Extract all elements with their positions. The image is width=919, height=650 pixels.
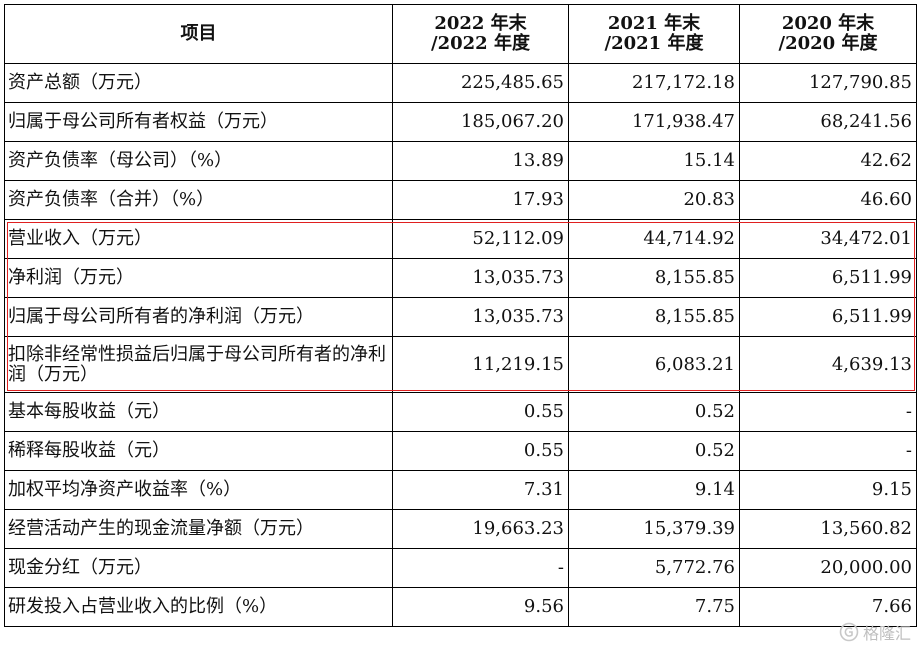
value-cell: 15,379.39 (568, 509, 740, 549)
table-row: 归属于母公司所有者的净利润（万元） 13,035.73 8,155.85 6,511.… (4, 297, 917, 337)
row-label: 资产总额（万元） (4, 63, 393, 103)
table-row: 稀释每股收益（元） 0.55 0.52- (4, 431, 917, 471)
value-cell: 6,511.99 (739, 258, 917, 298)
value-cell: - (739, 392, 917, 432)
table-row: 研发投入占营业收入的比例（%） 9.56 7.75 7.66 (4, 587, 917, 627)
table-row: 营业收入（万元） 52,112.09 44,714.92 34,472.01 (4, 219, 917, 259)
row-label: 营业收入（万元） (4, 219, 393, 259)
value-cell: 185,067.20 (392, 102, 569, 142)
table-row: 归属于母公司所有者权益（万元） 185,067.20 171,938.47 68,24… (4, 102, 917, 142)
table-row: 扣除非经常性损益后归属于母公司所有者的净利润（万元） 11,219.15 6,083… (4, 336, 917, 393)
watermark: 格隆汇 (839, 620, 911, 644)
value-cell: 171,938.47 (568, 102, 740, 142)
value-cell: 13.89 (392, 141, 569, 181)
value-cell: 127,790.85 (739, 63, 917, 103)
value-cell: - (392, 548, 569, 588)
table-row: 净利润（万元） 13,035.73 8,155.85 6,511.99 (4, 258, 917, 298)
value-cell: 9.14 (568, 470, 740, 510)
header-2020: 2020 年末/2020 年度 (739, 4, 917, 64)
value-cell: 13,035.73 (392, 258, 569, 298)
value-cell: 9.15 (739, 470, 917, 510)
value-cell: 42.62 (739, 141, 917, 181)
table-row: 资产负债率（合并）（%） 17.93 20.83 46.60 (4, 180, 917, 220)
value-cell: 20,000.00 (739, 548, 917, 588)
value-cell: 0.52 (568, 392, 740, 432)
value-cell: 225,485.65 (392, 63, 569, 103)
value-cell: 217,172.18 (568, 63, 740, 103)
row-label: 资产负债率（母公司）（%） (4, 141, 393, 181)
value-cell: 13,035.73 (392, 297, 569, 337)
value-cell: 6,511.99 (739, 297, 917, 337)
value-cell: 7.75 (568, 587, 740, 627)
value-cell: 6,083.21 (568, 336, 740, 393)
value-cell: 7.66 (739, 587, 917, 627)
row-label: 资产负债率（合并）（%） (4, 180, 393, 220)
table-row: 资产总额（万元） 225,485.65 217,172.18 127,790.85 (4, 63, 917, 103)
table-row: 现金分红（万元） -5,772.76 20,000.00 (4, 548, 917, 588)
value-cell: 0.52 (568, 431, 740, 471)
row-label: 基本每股收益（元） (4, 392, 393, 432)
value-cell: 8,155.85 (568, 297, 740, 337)
row-label: 净利润（万元） (4, 258, 393, 298)
row-label: 归属于母公司所有者的净利润（万元） (4, 297, 393, 337)
row-label: 经营活动产生的现金流量净额（万元） (4, 509, 393, 549)
value-cell: 68,241.56 (739, 102, 917, 142)
header-2021: 2021 年末/2021 年度 (568, 4, 740, 64)
table-row: 资产负债率（母公司）（%） 13.89 15.14 42.62 (4, 141, 917, 181)
watermark-text: 格隆汇 (862, 624, 911, 643)
value-cell: 52,112.09 (392, 219, 569, 259)
value-cell: 17.93 (392, 180, 569, 220)
financial-summary-table: 项目 2022 年末/2022 年度 2021 年末/2021 年度 2020 … (4, 4, 917, 627)
row-label: 扣除非经常性损益后归属于母公司所有者的净利润（万元） (4, 336, 393, 393)
header-2022: 2022 年末/2022 年度 (392, 4, 569, 64)
value-cell: 11,219.15 (392, 336, 569, 393)
value-cell: 46.60 (739, 180, 917, 220)
gelonghui-logo-icon (839, 622, 859, 642)
value-cell: 19,663.23 (392, 509, 569, 549)
value-cell: 8,155.85 (568, 258, 740, 298)
header-item: 项目 (4, 4, 393, 64)
row-label: 研发投入占营业收入的比例（%） (4, 587, 393, 627)
value-cell: 0.55 (392, 392, 569, 432)
row-label: 稀释每股收益（元） (4, 431, 393, 471)
value-cell: 15.14 (568, 141, 740, 181)
row-label: 加权平均净资产收益率（%） (4, 470, 393, 510)
row-label: 归属于母公司所有者权益（万元） (4, 102, 393, 142)
table-row: 经营活动产生的现金流量净额（万元） 19,663.23 15,379.39 13,56… (4, 509, 917, 549)
table-row: 基本每股收益（元） 0.55 0.52- (4, 392, 917, 432)
header-row: 项目 2022 年末/2022 年度 2021 年末/2021 年度 2020 … (4, 4, 917, 64)
value-cell: 4,639.13 (739, 336, 917, 393)
value-cell: 7.31 (392, 470, 569, 510)
value-cell: 44,714.92 (568, 219, 740, 259)
value-cell: 9.56 (392, 587, 569, 627)
value-cell: 34,472.01 (739, 219, 917, 259)
value-cell: 13,560.82 (739, 509, 917, 549)
value-cell: - (739, 431, 917, 471)
value-cell: 5,772.76 (568, 548, 740, 588)
value-cell: 0.55 (392, 431, 569, 471)
row-label: 现金分红（万元） (4, 548, 393, 588)
table-row: 加权平均净资产收益率（%） 7.31 9.14 9.15 (4, 470, 917, 510)
value-cell: 20.83 (568, 180, 740, 220)
